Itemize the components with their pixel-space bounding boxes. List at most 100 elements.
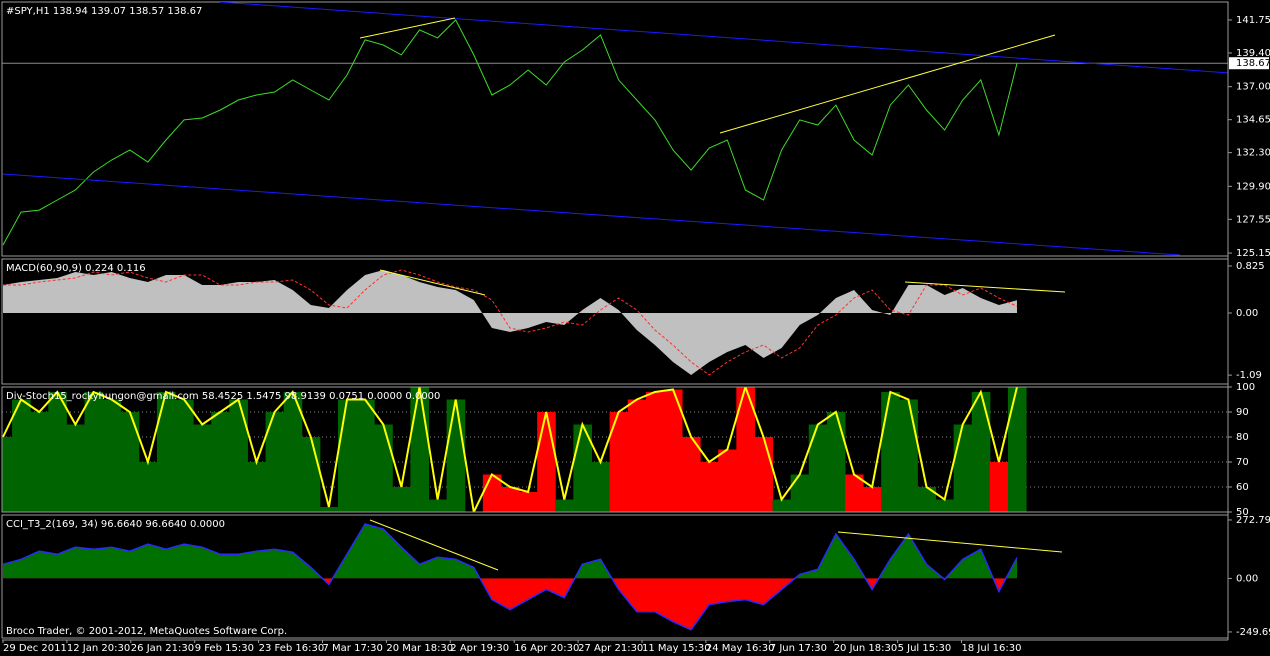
y-tick-label: 139.40 [1236, 48, 1270, 59]
x-tick-label: 24 May 16:30 [706, 643, 775, 654]
bar [881, 392, 900, 512]
bar [953, 424, 973, 512]
bar [120, 412, 140, 512]
y-tick-label: 129.90 [1236, 181, 1270, 192]
current-price-box [1229, 57, 1269, 70]
x-tick-label: 11 May 15:30 [642, 643, 711, 654]
y-tick-label: 100 [1236, 382, 1255, 393]
y-tick-label: -249.693 [1236, 627, 1270, 638]
bar [519, 492, 538, 512]
x-tick-label: 9 Feb 15:30 [195, 643, 254, 654]
x-tick-label: 20 Jun 18:30 [834, 643, 898, 654]
channel-line [219, 2, 1228, 74]
bar [500, 487, 520, 512]
x-tick-label: 26 Jan 21:30 [131, 643, 194, 654]
y-tick-label: 80 [1236, 432, 1249, 443]
bar [772, 499, 792, 512]
bar [211, 412, 230, 512]
bar [808, 424, 828, 512]
x-tick-label: 2 Apr 19:30 [450, 643, 509, 654]
bar [66, 424, 85, 512]
bar [537, 412, 556, 512]
bar [899, 399, 918, 512]
bar [30, 412, 49, 512]
pane [2, 523, 1018, 631]
y-tick-label: 137.00 [1236, 82, 1270, 93]
channel-line [2, 173, 1181, 256]
bar [736, 387, 755, 512]
bar [175, 399, 194, 512]
bar [138, 462, 158, 512]
y-tick-label: 127.55 [1236, 214, 1270, 225]
bar [700, 462, 719, 512]
x-tick-label: 7 Mar 17:30 [323, 643, 383, 654]
bar [337, 399, 357, 512]
pane-title: CCI_T3_2(169, 34) 96.6640 96.6640 0.0000 [6, 519, 225, 530]
y-tick-label: 60 [1236, 482, 1249, 493]
bar [283, 392, 303, 512]
pane [3, 269, 1018, 376]
pane [2, 19, 1228, 246]
bar [555, 499, 574, 512]
y-tick-label: -1.09 [1236, 370, 1262, 381]
trend-line [904, 281, 1066, 293]
plot-layer [2, 19, 1228, 631]
bar [682, 437, 701, 512]
pane-title: #SPY,H1 138.94 139.07 138.57 138.67 [6, 6, 202, 17]
trend-line [719, 34, 1056, 134]
y-tick-label: 272.794 [1236, 515, 1270, 526]
footer: Broco Trader, © 2001-2012, MetaQuotes So… [6, 626, 287, 637]
y-tick-label: 0.00 [1236, 308, 1258, 319]
bar [663, 389, 683, 512]
price-line [2, 19, 1018, 246]
bar [1007, 387, 1027, 512]
bar [247, 462, 267, 512]
bar [156, 392, 176, 512]
trend-line [359, 17, 456, 39]
bar [84, 392, 104, 512]
x-tick-label: 29 Dec 2011 [3, 643, 67, 654]
y-tick-label: 50 [1236, 507, 1249, 518]
bar [12, 399, 31, 512]
bar [392, 487, 411, 512]
bar [989, 462, 1009, 512]
bar [863, 487, 882, 512]
bar [917, 487, 937, 512]
bar [193, 424, 212, 512]
line [2, 523, 1018, 631]
bar [446, 399, 466, 512]
bar [301, 437, 321, 512]
area-above [3, 524, 1017, 579]
bar [265, 412, 285, 512]
bar [935, 499, 955, 512]
x-tick-label: 16 Apr 20:30 [514, 643, 579, 654]
bar [790, 474, 810, 512]
bar [410, 387, 430, 512]
trendlines [2, 2, 1228, 256]
bar [718, 449, 737, 512]
pane-frame [1, 1, 1229, 257]
pane [2, 387, 1228, 512]
pane-title: Div-Stoch15_rockyhungon@gmail.com 58.452… [6, 391, 440, 402]
trendlines [379, 269, 1066, 296]
signal-line [3, 269, 1018, 376]
pane-title: MACD(60,90,9) 0.224 0.116 [6, 263, 146, 274]
x-tick-label: 5 Jul 15:30 [898, 643, 952, 654]
bar [356, 399, 375, 512]
y-tick-label: 141.75 [1236, 15, 1270, 26]
trend-line [379, 269, 486, 296]
bar [319, 507, 339, 512]
bar [102, 399, 122, 512]
y-tick-label: 90 [1236, 407, 1249, 418]
bar [826, 412, 846, 512]
y-tick-label: 0.00 [1236, 573, 1258, 584]
bar [844, 474, 864, 512]
bar [971, 392, 991, 512]
current-price-label: 138.67 [1236, 58, 1270, 69]
bar [374, 424, 393, 512]
bar [645, 392, 665, 512]
bar [591, 462, 611, 512]
bar [2, 437, 13, 512]
